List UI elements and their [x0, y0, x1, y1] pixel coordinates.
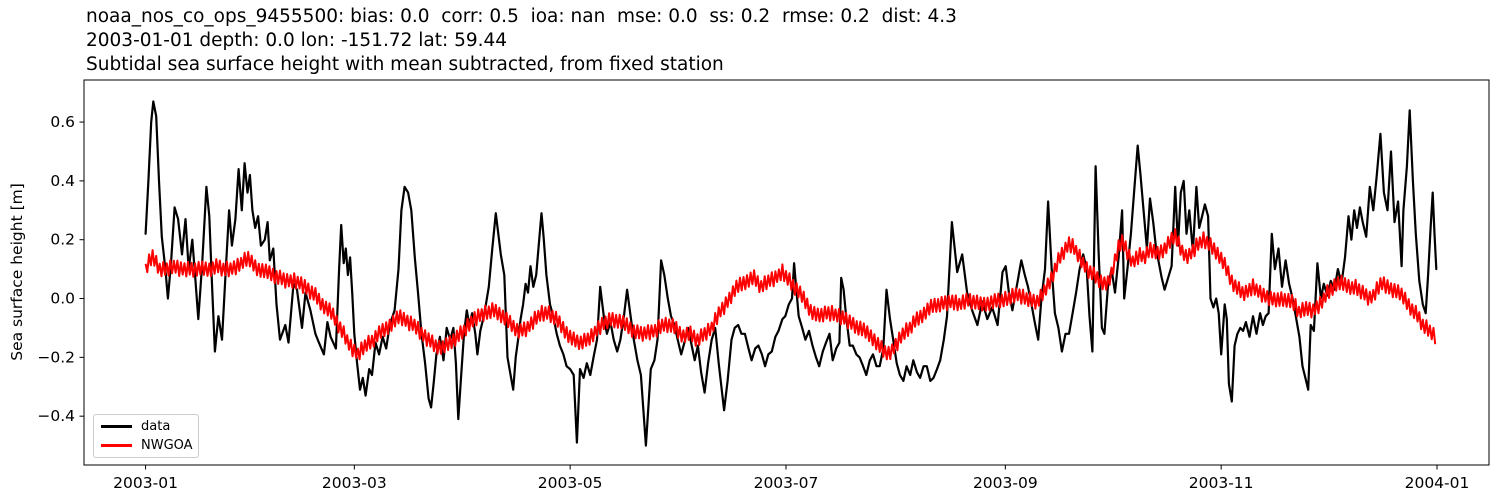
legend-line-sample-data	[101, 425, 132, 428]
y-tick-label: 0.2	[50, 231, 75, 249]
y-tick-label: 0.4	[50, 172, 75, 190]
y-tick-label: 0.0	[50, 290, 75, 308]
x-tick-label: 2003-03	[322, 474, 387, 492]
x-tick-label: 2003-01	[113, 474, 178, 492]
x-tick-label: 2004-01	[1405, 474, 1470, 492]
x-tick-label: 2003-05	[538, 474, 603, 492]
y-tick-label: −0.2	[37, 348, 75, 366]
x-tick-label: 2003-11	[1189, 474, 1254, 492]
series-line-nwgoa	[144, 228, 1437, 361]
y-tick-label: 0.6	[50, 113, 75, 131]
legend-line-sample-nwgoa	[101, 444, 132, 447]
title-line-description: Subtidal sea surface height with mean su…	[86, 54, 724, 75]
x-tick-label: 2003-09	[973, 474, 1038, 492]
x-tick-label: 2003-07	[754, 474, 819, 492]
legend-entry-data: data	[94, 419, 198, 434]
y-axis-label: Sea surface height [m]	[8, 183, 26, 361]
axes-frame	[83, 79, 1490, 466]
y-tick-label: −0.4	[37, 407, 75, 425]
title-line-station-meta: 2003-01-01 depth: 0.0 lon: -151.72 lat: …	[86, 30, 508, 51]
legend-label-data: data	[141, 419, 171, 434]
series-line-data	[144, 100, 1438, 447]
title-line-metrics: noaa_nos_co_ops_9455500: bias: 0.0 corr:…	[86, 6, 957, 27]
legend-entry-nwgoa: NWGOA	[94, 438, 198, 453]
legend: data NWGOA	[93, 414, 199, 458]
title-block: noaa_nos_co_ops_9455500: bias: 0.0 corr:…	[86, 5, 957, 77]
legend-label-nwgoa: NWGOA	[141, 438, 193, 453]
